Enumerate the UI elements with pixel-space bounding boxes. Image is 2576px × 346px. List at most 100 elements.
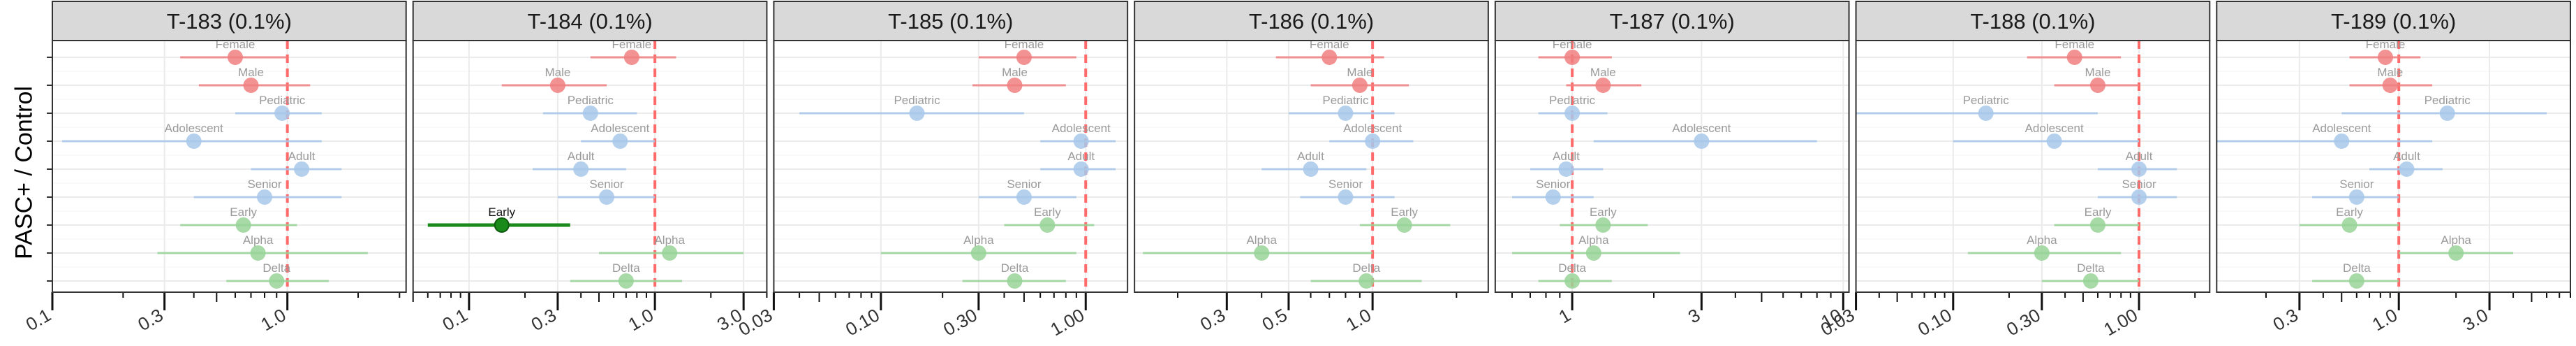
point-estimate (2341, 217, 2357, 233)
point-label: Alpha (963, 233, 994, 247)
point-estimate (1016, 50, 1032, 65)
point-label: Early (1391, 206, 1418, 219)
point-label: Adult (1553, 150, 1580, 163)
panel-strip (412, 1, 768, 41)
point-estimate (1359, 273, 1375, 289)
point-label: Alpha (2441, 233, 2471, 247)
point-estimate (582, 106, 598, 121)
point-estimate (2348, 189, 2364, 205)
point-label: Delta (2343, 261, 2371, 275)
panel-2: T-184 (0.1%)0.1 0.3 1.0 3.0FemaleMalePediat… (412, 1, 768, 335)
point-label: Alpha (243, 233, 274, 247)
panel-title: T-185 (0.1%) (888, 9, 1013, 34)
x-tick-label: 0.03 (735, 304, 776, 340)
point-label: Pediatric (568, 94, 614, 107)
x-tick-label: 0.30 (2003, 304, 2044, 340)
point-label: Adult (1297, 150, 1324, 163)
x-tick-label: 3.0 (2459, 304, 2492, 335)
point-label: Adult (568, 150, 595, 163)
point-label: Alpha (1578, 233, 1609, 247)
point-estimate (1007, 78, 1023, 93)
point-label: Senior (1536, 178, 1570, 191)
panel-border (1494, 40, 1850, 293)
point-label: Pediatric (259, 94, 306, 107)
panel-border (52, 40, 407, 293)
point-estimate (2348, 273, 2364, 289)
x-tick-label: 1.0 (625, 304, 657, 335)
point-label: Delta (1352, 261, 1380, 275)
point-estimate (612, 134, 628, 149)
panel-strip (52, 1, 407, 41)
panel-1: T-183 (0.1%) 0.1 0.3 1.0 Female Male Pediatric… (22, 1, 407, 335)
point-label: Female (2055, 38, 2094, 51)
point-label: Senior (1328, 178, 1363, 191)
x-tick-label: 0.3 (134, 304, 166, 335)
point-estimate (1073, 161, 1089, 177)
point-label: Senior (247, 178, 281, 191)
point-label: Early (2085, 206, 2112, 219)
point-label: Male (1347, 66, 1372, 79)
point-label: Adolescent (1672, 122, 1731, 135)
point-estimate (2082, 273, 2098, 289)
point-label: Early (488, 206, 515, 219)
point-estimate (494, 217, 510, 233)
panel-5: T-187 (0.1%)1 3 10FemaleMalePediatricAdole… (1494, 1, 1850, 333)
point-label: Female (1310, 38, 1349, 51)
point-label: Alpha (2027, 233, 2057, 247)
point-estimate (1016, 189, 1032, 205)
point-estimate (2066, 50, 2082, 65)
panel-title: T-189 (0.1%) (2331, 9, 2456, 34)
point-estimate (1694, 134, 1710, 149)
panel-border (1134, 40, 1489, 293)
point-label: Male (545, 66, 570, 79)
point-estimate (1595, 217, 1611, 233)
point-label: Male (1590, 66, 1616, 79)
point-label: Delta (2077, 261, 2105, 275)
panel-6: T-188 (0.1%) 0.03 0.10 0.30 1.00 Female Male Pe… (1817, 1, 2211, 340)
point-label: Adolescent (165, 122, 223, 135)
point-label: Adult (2126, 150, 2153, 163)
panel-strip (2216, 1, 2571, 41)
point-label: Senior (2339, 178, 2374, 191)
point-estimate (2399, 161, 2415, 177)
point-estimate (618, 273, 634, 289)
point-estimate (2377, 50, 2393, 65)
point-estimate (1303, 161, 1319, 177)
point-label: Senior (589, 178, 623, 191)
point-estimate (2089, 217, 2105, 233)
point-label: Adolescent (1343, 122, 1402, 135)
plot-area (413, 41, 767, 292)
point-label: Female (1553, 38, 1592, 51)
x-tick-label: 0.03 (1817, 304, 1858, 340)
point-estimate (2131, 189, 2147, 205)
point-label: Adolescent (2025, 122, 2084, 135)
point-estimate (250, 245, 266, 261)
x-tick-label: 0.3 (1197, 304, 1229, 335)
point-estimate (549, 78, 565, 93)
panel-title: T-186 (0.1%) (1249, 9, 1374, 34)
plot-area (1495, 41, 1849, 292)
panel-title: T-184 (0.1%) (527, 9, 652, 34)
point-estimate (1564, 50, 1581, 65)
x-tick-label: 0.3 (2270, 304, 2302, 335)
point-label: Male (238, 66, 264, 79)
point-estimate (186, 134, 202, 149)
x-tick-label: 0.1 (439, 304, 471, 335)
point-estimate (1558, 161, 1574, 177)
point-estimate (2089, 78, 2105, 93)
point-estimate (1978, 106, 1994, 121)
panel-title: T-187 (0.1%) (1610, 9, 1735, 34)
x-tick-label: 0.5 (1259, 304, 1291, 335)
point-label: Male (2085, 66, 2111, 79)
point-estimate (1585, 245, 1601, 261)
point-estimate (2439, 106, 2455, 121)
point-label: Adolescent (591, 122, 649, 135)
panel-border (412, 40, 768, 293)
point-estimate (1254, 245, 1270, 261)
panel-3: T-185 (0.1%) 0.03 0.10 0.30 1.00 Female Male Pe… (735, 1, 1129, 340)
point-estimate (2046, 134, 2062, 149)
point-label: Adult (288, 150, 316, 163)
plot-area (1856, 41, 2210, 292)
x-tick-label: 0.3 (528, 304, 560, 335)
